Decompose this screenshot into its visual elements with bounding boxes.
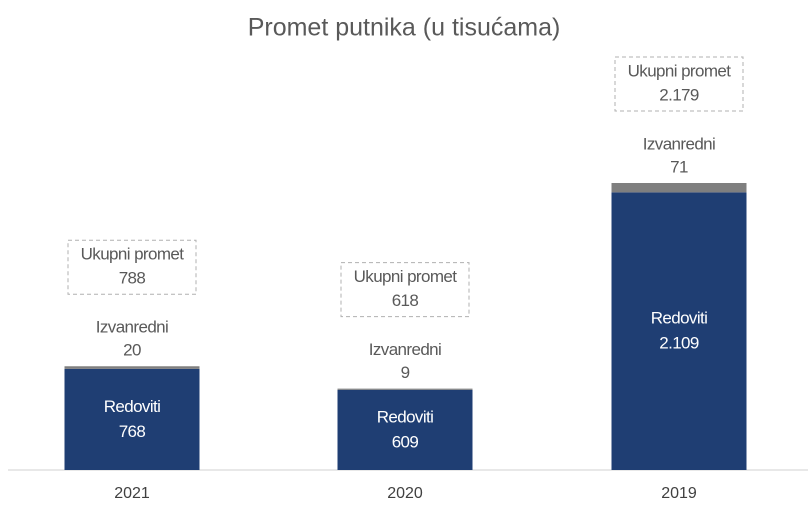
- segment-value: 71: [670, 157, 688, 176]
- segment-name: Redoviti: [651, 309, 708, 328]
- bar-segment: [337, 388, 473, 390]
- segment-value: 20: [123, 341, 141, 360]
- segment-name: Izvanredni: [96, 318, 168, 337]
- bar-segment: [64, 366, 200, 369]
- bar-segment: [337, 389, 473, 470]
- total-value: 788: [119, 269, 146, 288]
- total-value: 618: [392, 291, 419, 310]
- bar-segment: [611, 183, 747, 193]
- total-name: Ukupni promet: [354, 267, 458, 286]
- total-name: Ukupni promet: [81, 245, 185, 264]
- segment-name: Redoviti: [104, 397, 161, 416]
- segment-name: Redoviti: [377, 407, 434, 426]
- total-box: [340, 262, 470, 318]
- bar-segment: [611, 192, 747, 471]
- total-name: Ukupni promet: [628, 61, 732, 80]
- bar-segment: [64, 368, 200, 470]
- x-tick-label: 2021: [114, 485, 150, 502]
- segment-name: Izvanredni: [369, 340, 441, 359]
- segment-value: 609: [392, 432, 419, 451]
- segment-value: 768: [119, 422, 146, 441]
- total-box: [614, 56, 744, 112]
- x-tick-label: 2020: [387, 485, 423, 502]
- total-value: 2.179: [659, 85, 699, 104]
- total-box: [67, 239, 197, 295]
- segment-value: 9: [401, 363, 410, 382]
- segment-name: Izvanredni: [643, 134, 715, 153]
- x-tick-label: 2019: [661, 485, 697, 502]
- chart-title: Promet putnika (u tisućama): [248, 14, 561, 42]
- segment-value: 2.109: [659, 334, 699, 353]
